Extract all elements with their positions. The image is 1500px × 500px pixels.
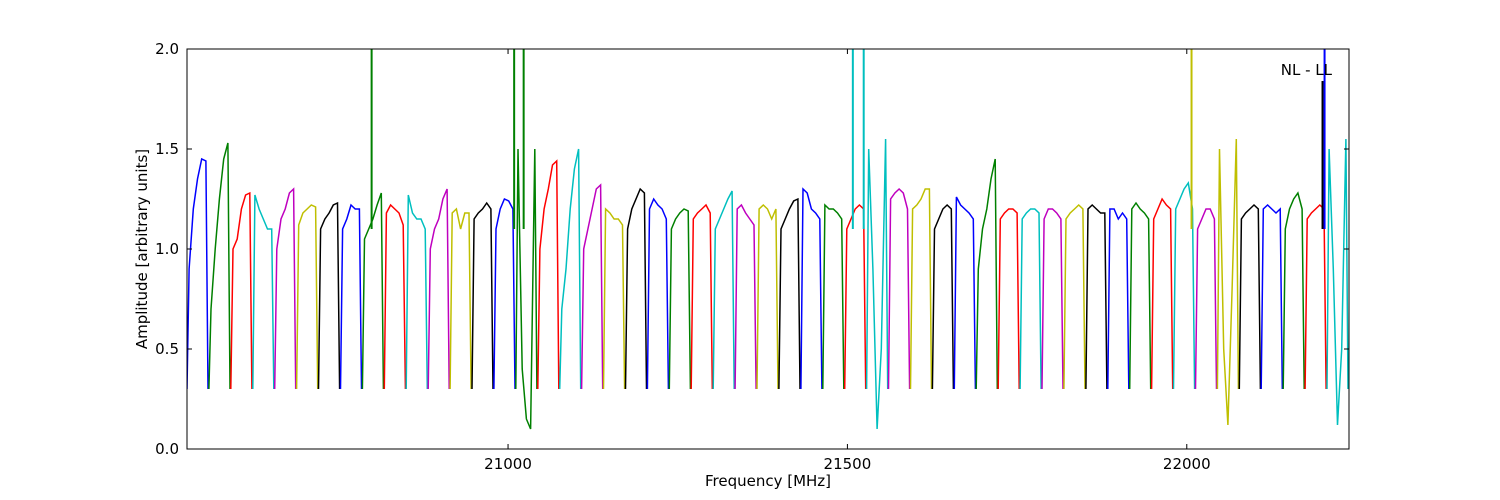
series-segment-5 xyxy=(273,187,297,390)
series-segment-28 xyxy=(778,197,801,390)
y-tick-label: 1.0 xyxy=(155,240,179,258)
series-segment-38 xyxy=(997,208,1020,390)
series-segment-30 xyxy=(822,203,845,390)
series-segment-44 xyxy=(1128,201,1152,390)
series-segment-8 xyxy=(339,203,363,390)
series-segment-34 xyxy=(909,188,933,390)
series-segment-41 xyxy=(1063,203,1086,390)
series-segment-17 xyxy=(537,159,560,390)
series-segment-25 xyxy=(712,190,735,390)
y-tick-label: 0.0 xyxy=(155,440,179,458)
series-segment-50 xyxy=(1260,203,1284,390)
series-segment-15 xyxy=(493,197,516,390)
series-segment-11 xyxy=(405,194,429,390)
series-segment-43 xyxy=(1107,208,1130,390)
y-tick-label: 1.5 xyxy=(155,140,179,158)
series-segment-24 xyxy=(690,203,714,390)
series-segment-37 xyxy=(975,158,999,390)
series-segment-45 xyxy=(1150,197,1174,390)
series-segment-48 xyxy=(1216,138,1240,426)
series-segment-27 xyxy=(756,203,779,390)
series-segment-14 xyxy=(471,201,494,390)
y-tick-label: 2.0 xyxy=(155,40,179,58)
series-segment-40 xyxy=(1041,208,1064,390)
x-tick-label: 21000 xyxy=(484,455,532,473)
series-segment-7 xyxy=(317,201,341,390)
series-segment-23 xyxy=(668,208,692,390)
series-segment-42 xyxy=(1085,203,1108,390)
plot-series xyxy=(187,49,1349,430)
series-segment-49 xyxy=(1238,203,1262,390)
series-segment-47 xyxy=(1194,208,1218,390)
series-segment-33 xyxy=(887,187,911,390)
series-segment-31 xyxy=(843,203,867,390)
x-axis-label: Frequency [MHz] xyxy=(705,472,831,490)
series-segment-18 xyxy=(558,148,582,390)
series-segment-36 xyxy=(953,196,977,390)
series-segment-10 xyxy=(383,203,407,390)
x-tick-label: 21500 xyxy=(824,455,872,473)
series-segment-9 xyxy=(361,192,385,390)
series-segment-29 xyxy=(800,187,823,390)
y-tick-label: 0.5 xyxy=(155,340,179,358)
series-segment-35 xyxy=(931,203,955,390)
series-segment-39 xyxy=(1019,208,1042,390)
series-segment-26 xyxy=(734,203,757,390)
series-segment-51 xyxy=(1282,191,1305,390)
series-segment-12 xyxy=(427,188,450,390)
series-segment-32 xyxy=(865,138,889,430)
series-segment-19 xyxy=(580,183,604,390)
series-segment-4 xyxy=(252,194,275,390)
series-segment-22 xyxy=(646,197,670,390)
x-tick-label: 22000 xyxy=(1163,455,1211,473)
series-segment-16 xyxy=(515,148,538,430)
series-segment-52 xyxy=(1304,203,1327,390)
series-segment-21 xyxy=(624,187,648,390)
series-segment-6 xyxy=(295,204,319,390)
series-segment-2 xyxy=(208,142,231,390)
y-axis-label: Amplitude [arbitrary units] xyxy=(133,149,151,349)
series-segment-1 xyxy=(187,157,209,390)
series-segment-3 xyxy=(230,191,253,390)
series-segment-20 xyxy=(602,207,626,390)
series-segment-13 xyxy=(449,207,472,390)
series-segment-53 xyxy=(1326,138,1349,426)
axis-ticks: 21000 21500 22000 0.0 0.5 1.0 1.5 2.0 xyxy=(155,40,1349,473)
annotation: NL - LL xyxy=(1281,61,1333,79)
